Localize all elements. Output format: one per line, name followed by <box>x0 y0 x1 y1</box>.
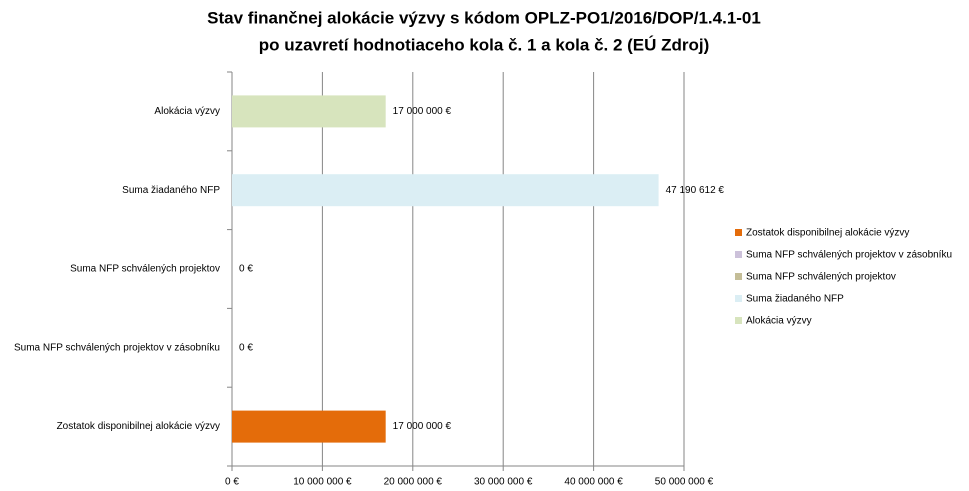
legend-swatch <box>735 295 742 302</box>
data-label: 0 € <box>239 342 253 353</box>
legend-label: Suma NFP schválených projektov <box>746 272 896 283</box>
data-label: 17 000 000 € <box>393 106 452 117</box>
data-label: 17 000 000 € <box>393 421 452 432</box>
bar <box>232 95 386 128</box>
x-tick-label: 50 000 000 € <box>655 477 714 488</box>
y-tick-label: Suma žiadaného NFP <box>122 185 220 196</box>
legend-swatch <box>735 317 742 324</box>
legend-label: Suma NFP schválených projektov v zásobní… <box>746 250 952 261</box>
bar <box>232 410 386 443</box>
chart-title: po uzavretí hodnotiaceho kola č. 1 a kol… <box>259 35 710 54</box>
data-label: 47 190 612 € <box>666 185 725 196</box>
x-tick-label: 40 000 000 € <box>564 477 623 488</box>
x-tick-label: 30 000 000 € <box>474 477 533 488</box>
legend-swatch <box>735 251 742 258</box>
x-tick-label: 20 000 000 € <box>384 477 443 488</box>
legend-swatch <box>735 229 742 236</box>
legend-swatch <box>735 273 742 280</box>
legend-label: Zostatok disponibilnej alokácie výzvy <box>746 228 909 239</box>
legend-label: Alokácia výzvy <box>746 316 812 327</box>
y-tick-label: Alokácia výzvy <box>154 106 220 117</box>
bar <box>232 174 659 207</box>
y-tick-label: Zostatok disponibilnej alokácie výzvy <box>57 421 220 432</box>
data-label: 0 € <box>239 264 253 275</box>
chart-title: Stav finančnej alokácie výzvy s kódom OP… <box>207 8 761 27</box>
x-tick-label: 0 € <box>225 477 239 488</box>
y-tick-label: Suma NFP schválených projektov v zásobní… <box>14 342 220 353</box>
y-tick-label: Suma NFP schválených projektov <box>70 264 220 275</box>
legend-label: Suma žiadaného NFP <box>746 294 844 305</box>
x-tick-label: 10 000 000 € <box>293 477 352 488</box>
